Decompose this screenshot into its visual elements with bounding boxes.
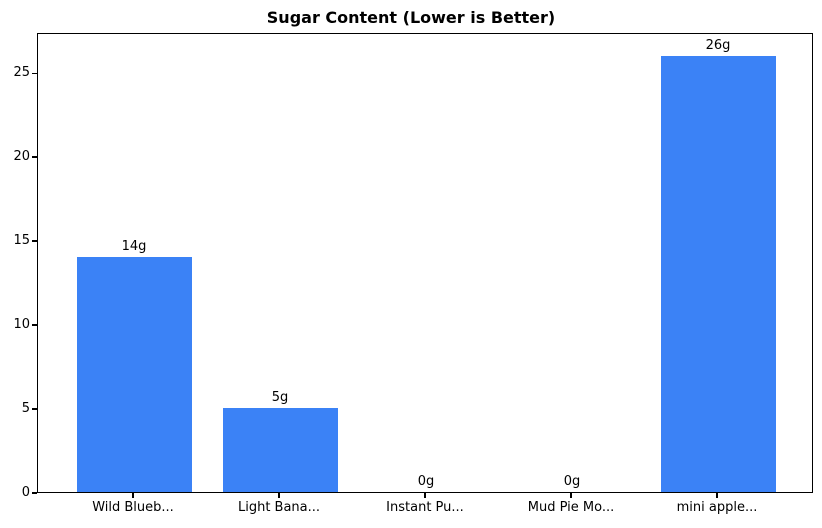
bars-layer: 14g 5g 0g 0g 26g: [38, 34, 812, 492]
y-tick-label: 5: [21, 401, 30, 417]
y-tick-mark: [32, 492, 37, 494]
y-tick-mark: [32, 156, 37, 158]
x-tick-label: Mud Pie Mo...: [527, 500, 615, 515]
bar-value-label: 14g: [121, 238, 147, 254]
y-tick-label: 0: [21, 485, 30, 500]
bar-value-label: 26g: [705, 37, 731, 53]
bar-value-label: 0g: [563, 474, 581, 489]
x-tick-mark: [570, 493, 572, 498]
y-tick-mark: [32, 408, 37, 410]
x-tick-mark: [716, 493, 718, 498]
x-tick-mark: [278, 493, 280, 498]
y-tick-label: 15: [13, 233, 30, 249]
x-tick-label: Wild Blueb...: [92, 500, 174, 515]
bar: [660, 55, 776, 492]
y-tick-label: 10: [13, 317, 30, 333]
x-tick-label: mini apple...: [676, 500, 758, 515]
bar-value-label: 0g: [417, 474, 435, 489]
bar: [76, 256, 192, 492]
x-tick-label: Instant Pu...: [386, 500, 464, 515]
plot-area: 14g 5g 0g 0g 26g: [37, 33, 813, 493]
chart-title: Sugar Content (Lower is Better): [266, 8, 556, 27]
bar: [222, 408, 338, 492]
y-tick-mark: [32, 324, 37, 326]
y-tick-label: 25: [13, 65, 30, 81]
x-tick-mark: [424, 493, 426, 498]
y-tick-label: 20: [13, 149, 30, 165]
x-tick-label: Light Bana...: [237, 500, 321, 515]
x-tick-mark: [132, 493, 134, 498]
y-tick-mark: [32, 72, 37, 75]
bar-value-label: 5g: [271, 390, 289, 406]
y-tick-mark: [32, 240, 37, 242]
